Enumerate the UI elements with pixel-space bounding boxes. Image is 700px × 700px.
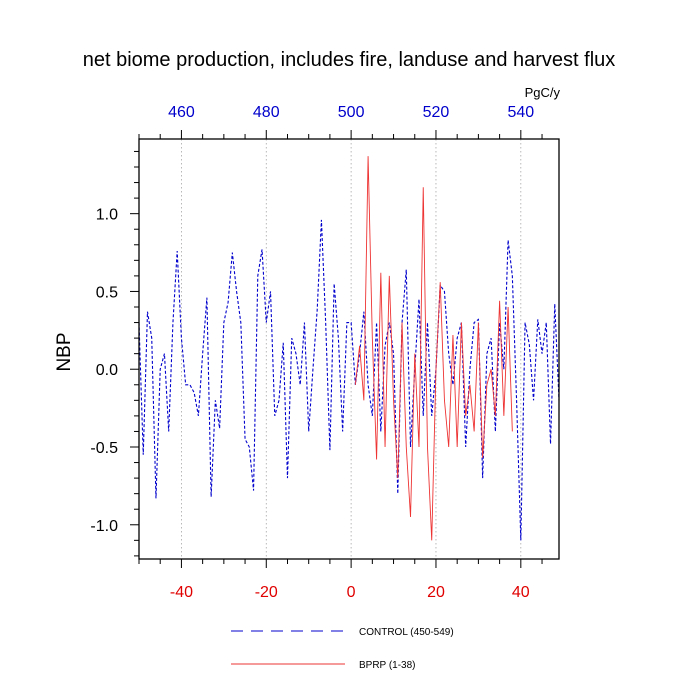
x-tick-label: 20 — [427, 584, 445, 601]
top-x-tick-label: 480 — [253, 104, 280, 121]
grid-layer — [181, 139, 522, 559]
y-tick-label: 0.5 — [96, 284, 118, 301]
legend: CONTROL (450-549) BPRP (1-38) — [231, 627, 454, 671]
x-tick-label: -40 — [170, 584, 193, 601]
x-tick-label: -20 — [255, 584, 278, 601]
series-line-2 — [354, 156, 513, 541]
y-tick-label: 1.0 — [96, 207, 118, 224]
x-tick-label: 0 — [347, 584, 356, 601]
chart-title: net biome production, includes fire, lan… — [83, 49, 616, 71]
y-axis-label: NBP — [54, 332, 75, 371]
series-line-1 — [138, 219, 560, 541]
y-tick-label: -0.5 — [90, 440, 118, 457]
axis-layer: -40 -20 0 20 40 460 480 500 520 540 1.0 0.5 0.0 -0.5 -… — [90, 104, 543, 601]
top-x-tick-label: 540 — [507, 104, 534, 121]
y-tick-label: -1.0 — [90, 518, 118, 535]
legend-label-1: CONTROL (450-549) — [359, 627, 454, 638]
top-x-tick-label: 520 — [423, 104, 450, 121]
y-tick-label: 0.0 — [96, 362, 118, 379]
x-tick-label: 40 — [512, 584, 530, 601]
plot-frame — [138, 138, 560, 560]
series-layer — [138, 156, 560, 541]
legend-label-2: BPRP (1-38) — [359, 660, 416, 671]
top-x-tick-label: 500 — [338, 104, 365, 121]
units-label: PgC/y — [525, 85, 561, 100]
top-x-tick-label: 460 — [168, 104, 195, 121]
